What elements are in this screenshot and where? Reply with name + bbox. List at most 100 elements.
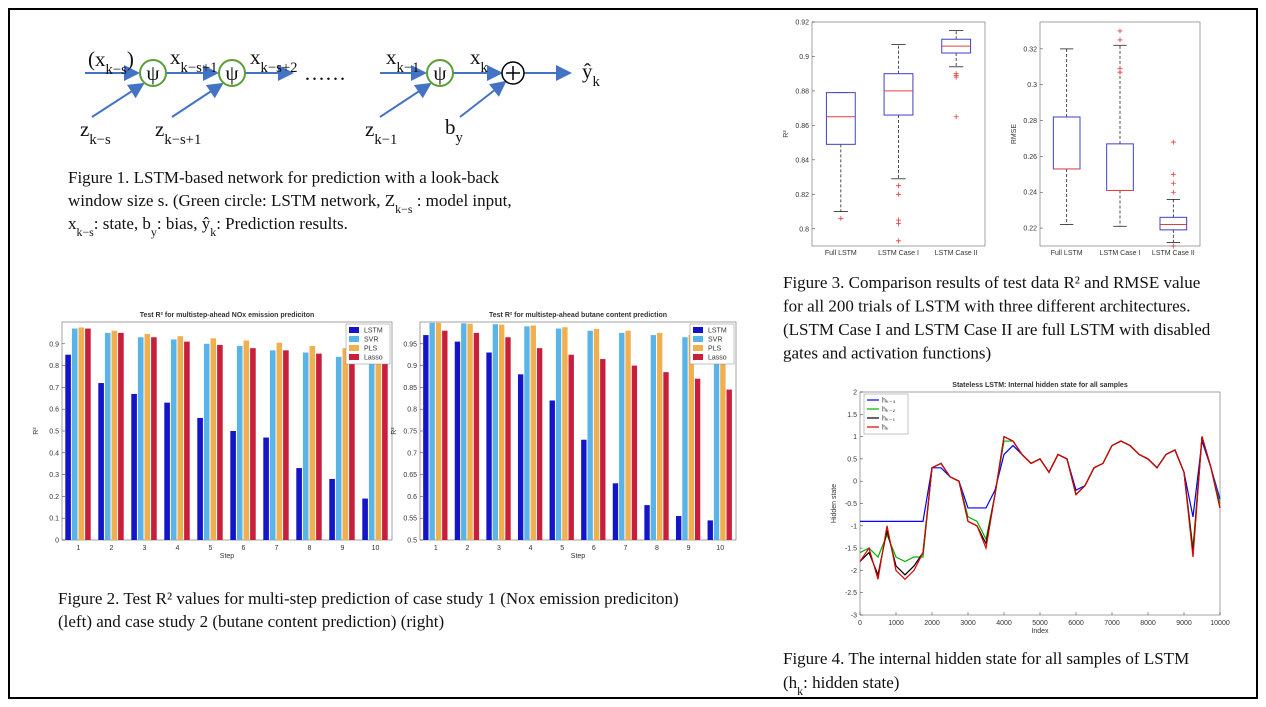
outlier — [896, 238, 901, 244]
bar — [276, 342, 283, 540]
y-tick-label: 0.5 — [407, 538, 417, 545]
legend-swatch — [349, 327, 359, 333]
bar — [682, 337, 688, 540]
y-tick-label: 0.88 — [795, 88, 809, 95]
x-tick-label: 9000 — [1176, 620, 1192, 627]
label-main: x — [386, 45, 397, 69]
y-tick-label: 0.55 — [403, 516, 417, 523]
y-axis-label: Hidden state — [831, 484, 838, 523]
caption-subscript: k — [797, 684, 803, 698]
bar — [429, 322, 435, 540]
caption-text: (LSTM Case I and LSTM Case II are full L… — [783, 320, 1211, 339]
x-tick-label: LSTM Case II — [935, 250, 978, 257]
x-tick-label: LSTM Case I — [1100, 250, 1141, 257]
y-tick-label: 0.92 — [795, 20, 809, 27]
bar — [269, 350, 276, 540]
bar — [368, 359, 375, 540]
x-tick-label: 1000 — [888, 620, 904, 627]
bar — [555, 328, 562, 540]
label-main: z — [365, 117, 374, 141]
box — [883, 73, 914, 116]
input-label: zk−s — [80, 117, 111, 148]
y-tick-label: -1.5 — [845, 546, 857, 553]
caption-text: gates and activation functions) — [783, 344, 991, 363]
node-label: xk−s+1 — [170, 45, 217, 76]
bar — [210, 338, 217, 540]
label-sub: k−s — [89, 132, 111, 148]
x-tick-label: 3 — [143, 545, 147, 552]
y-tick-label: 0 — [853, 479, 857, 486]
x-tick-label: 2000 — [924, 620, 940, 627]
bar — [65, 354, 71, 540]
y-axis-label: R² — [783, 130, 790, 138]
bar — [98, 383, 104, 540]
node-label: xk−s+2 — [250, 45, 297, 76]
bar — [375, 350, 382, 540]
x-tick-label: Full LSTM — [1051, 250, 1083, 257]
bar — [612, 483, 619, 540]
legend-swatch — [349, 354, 359, 360]
bar — [309, 345, 316, 540]
legend-label: LSTM — [708, 328, 727, 335]
caption-subscript: k−s — [77, 225, 95, 239]
x-tick-label: 6 — [242, 545, 246, 552]
x-tick-label: 8000 — [1140, 620, 1156, 627]
bar — [442, 330, 448, 540]
y-tick-label: 0.9 — [407, 363, 417, 370]
bar — [454, 341, 461, 540]
bar — [203, 343, 210, 540]
y-tick-label: -3 — [851, 613, 857, 620]
y-tick-label: 0.5 — [847, 456, 857, 463]
y-tick-label: 0.6 — [407, 494, 417, 501]
bar — [581, 439, 587, 540]
bar — [435, 322, 442, 540]
bar — [600, 359, 606, 540]
box — [1106, 143, 1134, 191]
label-main: x — [250, 45, 261, 69]
node-label: xk−1 — [386, 45, 419, 76]
label-sub: k−s+1 — [164, 132, 201, 148]
y-tick-label: 0.8 — [49, 363, 59, 370]
y-tick-label: 0.4 — [49, 450, 59, 457]
bar — [137, 337, 144, 540]
caption-line: (left) and case study 2 (butane content … — [58, 612, 444, 631]
caption-text: : bias, ŷ — [157, 214, 211, 233]
bar — [467, 323, 473, 540]
x-tick-label: 7 — [623, 545, 627, 552]
bar — [104, 332, 111, 540]
bar — [694, 378, 701, 540]
x-tick-label: 3 — [497, 545, 501, 552]
label-main: ŷ — [582, 59, 593, 83]
legend-label: hₖ₋₂ — [882, 407, 896, 414]
y-tick-label: -0.5 — [845, 501, 857, 508]
caption-text: Figure 4. The internal hidden state for … — [783, 649, 1189, 668]
label-sub: k — [481, 60, 489, 76]
label-suffix: ) — [127, 47, 134, 71]
y-axis-label: RMSE — [1011, 124, 1018, 145]
bar — [631, 365, 638, 540]
y-axis-label: R² — [391, 427, 398, 435]
x-tick-label: 1 — [77, 545, 81, 552]
legend-label: PLS — [364, 346, 378, 353]
x-tick-label: 2 — [110, 545, 114, 552]
y-tick-label: 0.3 — [1027, 82, 1037, 89]
x-axis-label: Index — [1031, 628, 1049, 635]
bar — [243, 340, 250, 540]
bar — [184, 341, 190, 540]
bar — [707, 520, 713, 540]
legend-label: SVR — [708, 337, 722, 344]
y-tick-label: 0.8 — [407, 407, 417, 414]
bar — [562, 327, 568, 540]
x-tick-label: 7 — [275, 545, 279, 552]
caption-text: Figure 2. Test R² values for multi-step … — [58, 589, 679, 608]
bar — [688, 335, 694, 540]
bar — [492, 324, 499, 540]
bar — [349, 355, 355, 540]
x-tick-label: 3000 — [960, 620, 976, 627]
label-main: x — [170, 45, 181, 69]
legend-swatch — [693, 327, 703, 333]
x-tick-label: 7000 — [1104, 620, 1120, 627]
bar — [302, 352, 309, 540]
bar — [250, 348, 256, 540]
